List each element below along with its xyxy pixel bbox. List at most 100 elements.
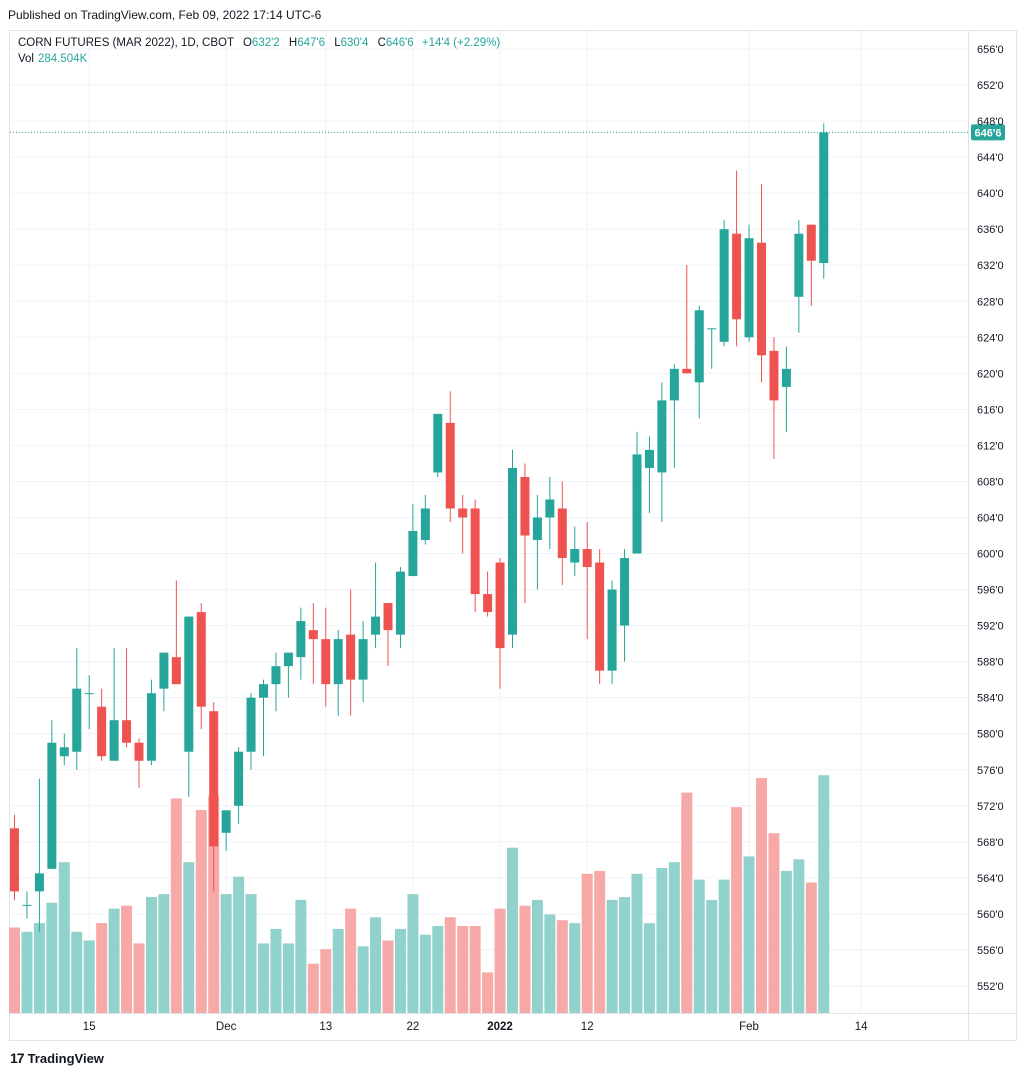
grid-lines <box>10 31 968 1013</box>
candle-body <box>34 873 44 892</box>
price-tick-label: 588'0 <box>977 657 1004 669</box>
price-tick-label: 616'0 <box>977 404 1004 416</box>
last-price-badge <box>971 124 1005 141</box>
candle-body <box>308 630 318 640</box>
time-axis: 15 Dec 13 22 2022 12 Feb 14 <box>10 1013 1016 1033</box>
volume-bar <box>33 923 45 1013</box>
legend-close: 646'6 <box>385 37 414 49</box>
volume-bar <box>195 810 207 1013</box>
volume-bar <box>519 905 531 1013</box>
candle-body <box>395 571 405 635</box>
candle-body <box>719 229 729 342</box>
volume-bar <box>170 798 182 1013</box>
time-tick-label: 13 <box>319 1021 332 1033</box>
candle-body <box>246 697 256 752</box>
volume-bar <box>643 923 655 1013</box>
candle-body <box>757 242 766 356</box>
candle-body <box>146 693 156 761</box>
legend-vol-label: Vol <box>18 53 34 65</box>
volume-bar <box>793 859 805 1013</box>
candle-body <box>806 224 816 261</box>
candle-body <box>47 742 57 869</box>
volume-bar <box>693 879 705 1013</box>
volume-bar <box>370 917 382 1013</box>
volume-bar <box>407 894 419 1013</box>
published-note: Published on TradingView.com, Feb 09, 20… <box>8 8 322 22</box>
candle-body <box>420 508 430 541</box>
candle-body <box>483 594 493 613</box>
candle-body <box>346 634 356 680</box>
volume-bar <box>805 882 817 1013</box>
legend-change: +14'4 (+2.29%) <box>421 37 501 49</box>
candle-body <box>184 616 194 752</box>
volume-bar <box>108 908 120 1013</box>
last-price-label: 646'6 <box>974 127 1001 139</box>
volume-bar <box>606 899 618 1013</box>
price-tick-label: 648'0 <box>977 116 1004 128</box>
volume-bar <box>756 778 767 1013</box>
volume-bar <box>220 894 232 1013</box>
volume-bar <box>619 897 631 1013</box>
candle-body <box>383 603 393 631</box>
candle-body <box>259 684 268 698</box>
price-tick-label: 608'0 <box>977 476 1004 488</box>
volume-bar <box>718 879 730 1013</box>
volume-bar <box>382 940 394 1013</box>
candle-body <box>532 517 542 541</box>
volume-bar <box>71 931 83 1013</box>
candle-body <box>321 639 331 685</box>
price-tick-label: 632'0 <box>977 260 1004 272</box>
volume-bar <box>121 905 133 1013</box>
candle-body <box>508 467 517 635</box>
volume-bar <box>345 908 357 1013</box>
price-tick-label: 572'0 <box>977 801 1004 813</box>
volume-bar <box>357 946 369 1013</box>
volume-bar <box>581 873 593 1013</box>
price-tick-label: 596'0 <box>977 585 1004 597</box>
legend-vol: 284.504K <box>38 53 88 65</box>
candle-body <box>520 476 530 536</box>
volume-bar <box>469 926 481 1013</box>
candle-body <box>657 400 667 473</box>
volume-bar <box>83 940 95 1013</box>
volume-bar <box>394 928 406 1013</box>
time-tick-label: 22 <box>407 1021 420 1033</box>
candle-body <box>545 499 555 518</box>
volume-bar <box>631 873 643 1013</box>
price-tick-label: 580'0 <box>977 729 1004 741</box>
volume-bar <box>531 899 543 1013</box>
volume-bar <box>482 972 494 1013</box>
volume-bar <box>270 928 282 1013</box>
volume-bar <box>258 943 269 1013</box>
tradingview-logo[interactable]: 17 TradingView <box>10 1050 104 1066</box>
time-tick-label: 2022 <box>487 1021 513 1033</box>
candle-body <box>732 233 742 320</box>
volume-bar <box>208 795 220 1013</box>
volume-bar <box>183 862 195 1013</box>
volume-bar <box>233 876 245 1013</box>
volume-bar <box>133 943 145 1013</box>
candle-body <box>408 531 418 577</box>
volume-bar <box>594 870 606 1013</box>
price-tick-label: 624'0 <box>977 332 1004 344</box>
volume-bar <box>9 927 20 1013</box>
legend-high-label: H <box>288 37 298 49</box>
volume-bar <box>96 923 108 1013</box>
price-tick-label: 592'0 <box>977 621 1004 633</box>
volume-bar <box>556 920 568 1013</box>
volume-bar <box>158 894 170 1013</box>
candle-body <box>819 132 829 263</box>
volume-bar <box>245 894 257 1013</box>
candle-body <box>134 742 144 761</box>
candle-body <box>59 747 69 757</box>
volume-bar <box>731 807 743 1013</box>
candle-body <box>333 639 343 685</box>
candle-body <box>694 310 704 383</box>
candle-body <box>209 711 219 847</box>
legend-high: 647'6 <box>297 37 325 49</box>
time-tick-label: 14 <box>855 1021 868 1033</box>
candle-body <box>84 693 94 695</box>
time-tick-label: Dec <box>216 1021 237 1033</box>
price-tick-label: 552'0 <box>977 981 1004 993</box>
